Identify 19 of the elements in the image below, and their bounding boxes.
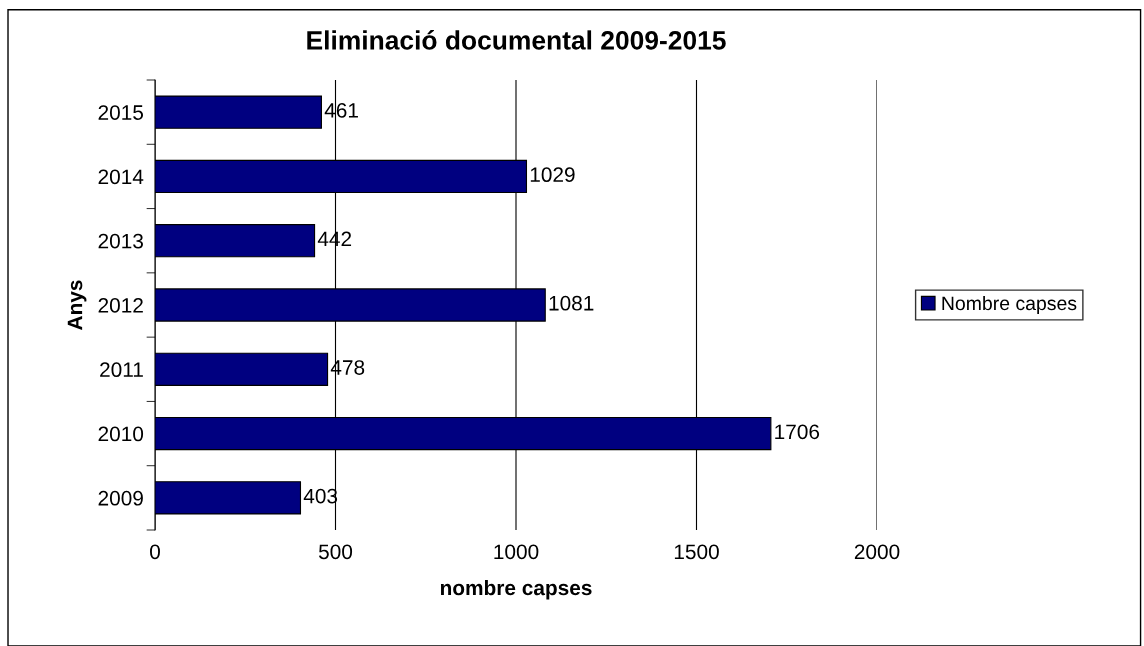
- x-axis-title: nombre capses: [440, 579, 592, 600]
- x-tick-label: 1500: [674, 544, 719, 560]
- y-tick-label: 2013: [98, 233, 143, 249]
- x-tick-label: 500: [318, 544, 353, 560]
- data-label: 1706: [775, 424, 820, 440]
- x-tick-label: 2000: [854, 544, 900, 560]
- legend-label: Nombre capses: [942, 295, 1077, 315]
- data-label: 1029: [530, 167, 575, 183]
- y-tick-label: 2014: [98, 169, 144, 185]
- y-tick-label: 2015: [98, 105, 144, 120]
- data-label: 1081: [549, 295, 594, 311]
- y-tick-label: 2012: [98, 298, 143, 313]
- y-tick-label: 2011: [100, 362, 143, 378]
- x-tick-label: 1000: [494, 544, 539, 560]
- y-tick-label: 2009: [98, 490, 143, 506]
- chart-title: Eliminació documental 2009-2015: [307, 30, 726, 50]
- y-axis-title: Anys: [67, 280, 87, 330]
- y-tick-label: 2010: [98, 426, 144, 442]
- x-tick-label: 0: [150, 544, 160, 560]
